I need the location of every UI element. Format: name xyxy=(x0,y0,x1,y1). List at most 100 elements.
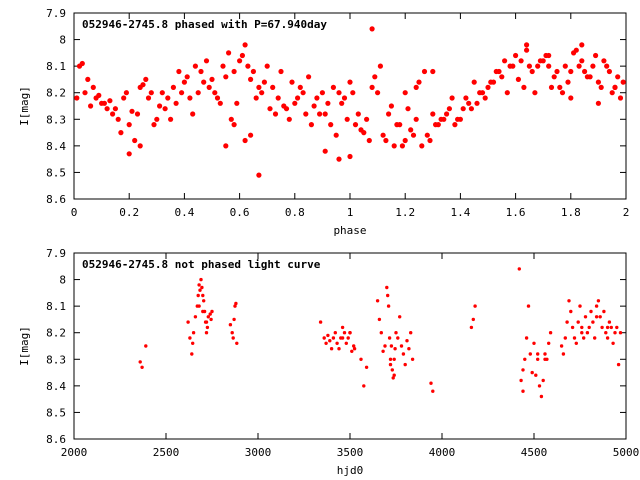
data-point xyxy=(518,58,524,64)
data-point xyxy=(386,293,390,298)
data-point xyxy=(427,137,433,144)
data-point xyxy=(604,331,608,335)
data-point xyxy=(385,285,389,290)
data-point xyxy=(471,317,475,322)
data-point xyxy=(204,320,209,324)
data-point xyxy=(203,58,210,64)
data-point xyxy=(452,122,458,128)
data-point xyxy=(390,368,394,372)
data-point xyxy=(329,347,334,351)
data-point xyxy=(104,106,110,112)
data-point xyxy=(110,111,116,117)
data-point xyxy=(339,100,345,106)
data-point xyxy=(431,389,435,393)
data-point xyxy=(578,304,582,308)
data-point xyxy=(283,106,290,112)
data-point xyxy=(201,309,205,314)
data-point xyxy=(392,357,396,361)
data-point xyxy=(535,63,541,69)
data-point xyxy=(145,95,152,101)
data-point xyxy=(377,317,382,322)
data-point xyxy=(144,344,148,348)
data-point xyxy=(618,331,623,335)
data-point xyxy=(184,74,190,80)
data-point xyxy=(196,293,200,298)
data-point xyxy=(433,122,439,128)
data-point xyxy=(388,362,393,367)
data-point xyxy=(583,315,588,319)
data-point xyxy=(233,304,237,308)
data-point xyxy=(187,95,193,101)
data-point xyxy=(96,92,102,98)
data-point xyxy=(567,299,571,303)
y-tick-label: 8 xyxy=(59,274,66,287)
data-point xyxy=(198,288,202,292)
data-point xyxy=(134,111,141,117)
x-tick-label: 0.8 xyxy=(285,206,305,219)
data-point xyxy=(328,339,332,343)
data-point xyxy=(563,336,567,340)
data-point xyxy=(562,63,568,69)
data-point xyxy=(416,79,422,85)
data-point xyxy=(308,122,314,128)
data-point xyxy=(449,95,455,101)
data-point xyxy=(548,331,553,335)
plot-frame xyxy=(73,12,627,200)
data-point xyxy=(392,373,396,377)
data-point xyxy=(524,42,530,48)
data-point xyxy=(585,331,590,335)
data-point xyxy=(337,347,341,351)
y-tick-label: 8.4 xyxy=(46,140,66,153)
data-point xyxy=(399,143,405,149)
data-point xyxy=(170,84,176,90)
data-point xyxy=(582,68,588,75)
data-point xyxy=(532,90,538,96)
data-point xyxy=(173,100,179,106)
data-point xyxy=(541,378,545,383)
x-tick-label: 0.4 xyxy=(174,206,194,219)
data-point xyxy=(235,341,239,345)
data-point xyxy=(242,42,248,48)
data-point xyxy=(595,100,602,106)
data-point xyxy=(231,68,237,75)
data-point xyxy=(609,90,615,96)
data-point xyxy=(325,100,331,106)
data-point xyxy=(593,336,597,340)
data-point xyxy=(232,317,236,322)
data-point xyxy=(606,68,613,75)
data-point xyxy=(377,63,383,69)
data-point xyxy=(595,79,602,85)
data-point xyxy=(191,331,196,335)
data-point xyxy=(615,74,621,80)
data-point xyxy=(413,84,419,90)
data-point xyxy=(270,84,276,90)
data-point xyxy=(546,63,552,69)
data-point xyxy=(223,143,229,149)
data-point xyxy=(286,116,292,122)
data-point xyxy=(322,111,328,117)
data-point xyxy=(405,106,411,112)
data-point xyxy=(429,381,433,385)
x-tick-label: 2500 xyxy=(153,446,180,459)
data-point xyxy=(324,341,328,345)
data-point xyxy=(536,357,540,361)
data-point xyxy=(220,63,226,69)
data-point xyxy=(513,52,519,59)
data-point xyxy=(112,106,118,112)
data-point xyxy=(477,90,483,96)
data-point xyxy=(289,79,295,85)
x-tick-label: 0.6 xyxy=(230,206,250,219)
data-point xyxy=(300,90,306,96)
data-point xyxy=(593,52,599,59)
data-point xyxy=(413,116,419,122)
data-point xyxy=(340,336,345,340)
data-point xyxy=(409,331,413,335)
data-point xyxy=(242,137,248,144)
x-tick-label: 1 xyxy=(347,206,354,219)
data-point xyxy=(528,352,532,356)
data-point xyxy=(375,299,380,303)
data-point xyxy=(485,84,491,90)
data-point xyxy=(424,132,430,138)
y-tick-label: 8.2 xyxy=(46,87,66,100)
data-point xyxy=(612,84,618,90)
